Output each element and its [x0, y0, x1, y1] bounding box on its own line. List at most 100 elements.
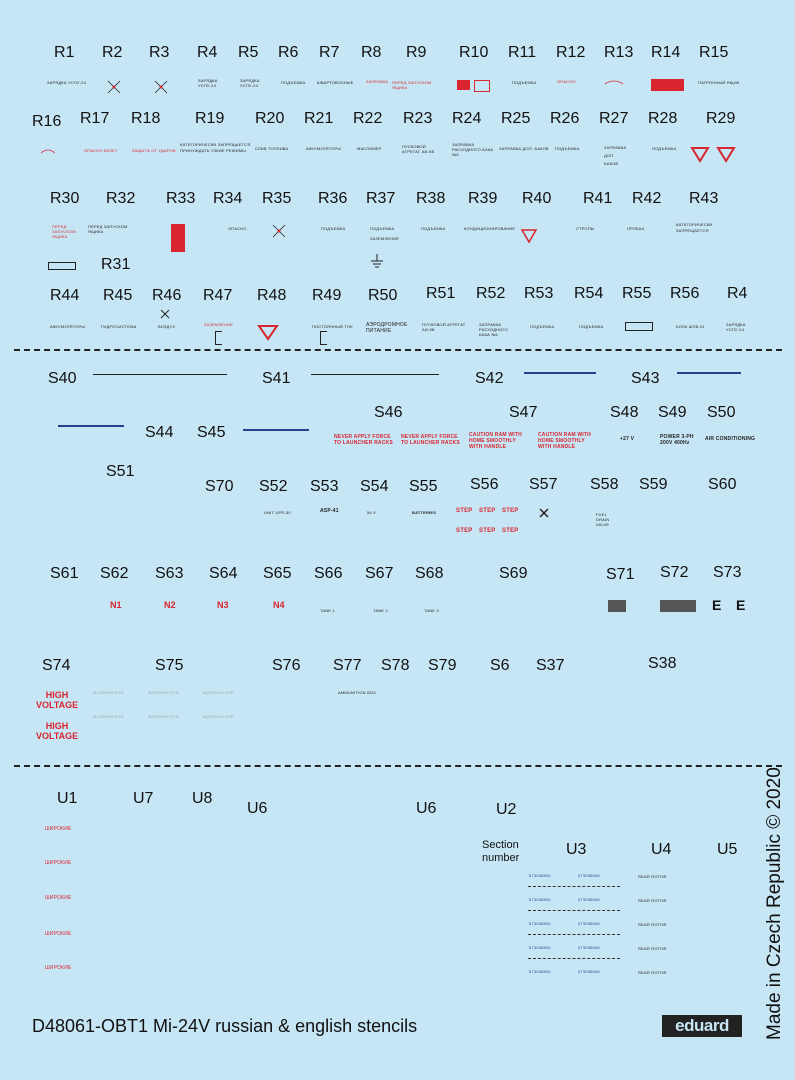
- stencil-s52: UNIT UPR-50: [264, 510, 291, 515]
- label-r31: R31: [101, 256, 131, 273]
- label-r4-b: R4: [727, 285, 748, 302]
- label-u6-b: U6: [416, 800, 437, 817]
- section-number-text: Section number: [482, 839, 520, 864]
- label-r22: R22: [353, 110, 383, 127]
- label-r29: R29: [706, 110, 736, 127]
- ruler-s41: [311, 374, 439, 375]
- stencil-r46: ВОЗДУХ: [158, 324, 176, 329]
- stencil-r37b: ЗАЗЕМЛЕНИЕ: [370, 236, 400, 241]
- label-s49: S49: [658, 404, 687, 421]
- stencil-s75: MOORING EYE: [203, 714, 234, 719]
- label-s64: S64: [209, 565, 238, 582]
- stencil-r36: ПОДЪЕМКА: [321, 226, 346, 231]
- label-r30: R30: [50, 190, 80, 207]
- stencil-u3: 573055805: [529, 897, 551, 902]
- divider: [14, 349, 782, 351]
- stencil-s56: STEP: [479, 528, 496, 534]
- stencil-s56: STEP: [456, 528, 473, 534]
- stencil-s58: FUEL DRAIN VALVE: [596, 512, 610, 527]
- arrow-icon: [604, 80, 624, 85]
- label-s73: S73: [713, 564, 742, 581]
- label-s67: S67: [365, 565, 394, 582]
- stencil-r22: МАСЛОМЕР: [357, 146, 382, 151]
- stencil-u1: ШИРОКИЕ: [45, 965, 72, 971]
- stencil-u4: REAR ROTOR: [638, 946, 667, 951]
- stencil-s62: N1: [110, 600, 122, 610]
- label-r9: R9: [406, 44, 427, 61]
- stencil-r27: ЗАПРАВКА ДОП. БАКОВ: [604, 145, 627, 166]
- label-r5: R5: [238, 44, 259, 61]
- stencil-r54: ПОДЪЕМКА: [579, 324, 604, 329]
- stencil-s56: STEP: [479, 508, 496, 514]
- stencil-s75: MOORING EYE: [93, 690, 124, 695]
- label-r13: R13: [604, 44, 634, 61]
- stencil-r55-box: [625, 322, 653, 331]
- label-r14: R14: [651, 44, 681, 61]
- u3-divider: [528, 958, 620, 959]
- stencil-r23: ПУСКОВОЙ АГРЕГАТ АИ-9В: [402, 144, 435, 154]
- stencil-s46b: NEVER APPLY FORCE TO LAUNCHER RACKS: [401, 434, 460, 446]
- label-r47: R47: [203, 287, 233, 304]
- u3-divider: [528, 886, 620, 887]
- label-r36: R36: [318, 190, 348, 207]
- stencil-s74a: HIGH VOLTAGE: [36, 690, 79, 710]
- stencil-u4: REAR ROTOR: [638, 922, 667, 927]
- label-s71: S71: [606, 566, 635, 583]
- stencil-s63: N2: [164, 600, 176, 610]
- triangle-warning-icon: [520, 229, 538, 244]
- label-r45: R45: [103, 287, 133, 304]
- label-s50: S50: [707, 404, 736, 421]
- label-s78: S78: [381, 657, 410, 674]
- stencil-r24: ЗАПРАВКА РАСХОДНОГО БАКА №2: [452, 142, 494, 157]
- label-s79: S79: [428, 657, 457, 674]
- stencil-r1: ЗАРЯДКА УСПУ-24: [47, 80, 86, 85]
- stencil-u1: ШИРОКИЕ: [45, 860, 72, 866]
- label-u5: U5: [717, 841, 738, 858]
- label-s75: S75: [155, 657, 184, 674]
- stencil-r5: ЗАРЯДКА УСПУ-24: [240, 78, 260, 88]
- label-s57: S57: [529, 476, 558, 493]
- label-r3: R3: [149, 44, 170, 61]
- label-s38: S38: [648, 655, 677, 672]
- ground-icon: [371, 254, 383, 268]
- cross-arrows-icon: [154, 80, 168, 94]
- label-r38: R38: [416, 190, 446, 207]
- stencil-r9: ПЕРЕД ЗАПУСКОМ ЯЩИКА: [392, 80, 432, 90]
- stencil-r10-frame: [474, 80, 490, 92]
- label-r50: R50: [368, 287, 398, 304]
- stencil-u3: 573055805: [578, 945, 600, 950]
- label-r8: R8: [361, 44, 382, 61]
- label-u3: U3: [566, 841, 587, 858]
- label-s43: S43: [631, 370, 660, 387]
- stencil-r8: ЗАПРАВКА: [366, 79, 389, 84]
- stencil-s75: MOORING EYE: [203, 690, 234, 695]
- cross-icon: [539, 508, 549, 518]
- label-s55: S55: [409, 478, 438, 495]
- stencil-r19: КАТЕГОРИЧЕСКИ ЗАПРЕЩАЕТСЯ ПРИНУЖДАТЬ УЗК…: [180, 142, 251, 153]
- label-r49: R49: [312, 287, 342, 304]
- label-r40: R40: [522, 190, 552, 207]
- label-r41: R41: [583, 190, 613, 207]
- label-s76: S76: [272, 657, 301, 674]
- arrow-icon: [40, 149, 56, 154]
- stencil-s46a: NEVER APPLY FORCE TO LAUNCHER RACKS: [334, 434, 393, 446]
- stencil-s66: TANK 1: [320, 608, 335, 613]
- bracket-icon: [320, 331, 327, 345]
- ruler-s40: [93, 374, 227, 375]
- u3-divider: [528, 910, 620, 911]
- label-s44: S44: [145, 424, 174, 441]
- label-r15: R15: [699, 44, 729, 61]
- label-s6: S6: [490, 657, 510, 674]
- stencil-r53: ПОДЪЕМКА: [530, 324, 555, 329]
- label-s37: S37: [536, 657, 565, 674]
- stencil-s47b: CAUTION RAM WITH HOME SMOOTHLY WITH HAND…: [538, 432, 591, 450]
- label-r42: R42: [632, 190, 662, 207]
- label-r1: R1: [54, 44, 75, 61]
- stencil-s49: POWER 3-PH 200V 400Hz: [660, 434, 694, 446]
- stencil-s75: MOORING EYE: [148, 690, 179, 695]
- stencil-r45: ГИДРОСИСТЕМА: [101, 324, 137, 329]
- stencil-r37: ПОДЪЕМКА: [370, 226, 395, 231]
- label-r26: R26: [550, 110, 580, 127]
- ruler-s45: [243, 429, 309, 431]
- stencil-u3: 573055805: [529, 945, 551, 950]
